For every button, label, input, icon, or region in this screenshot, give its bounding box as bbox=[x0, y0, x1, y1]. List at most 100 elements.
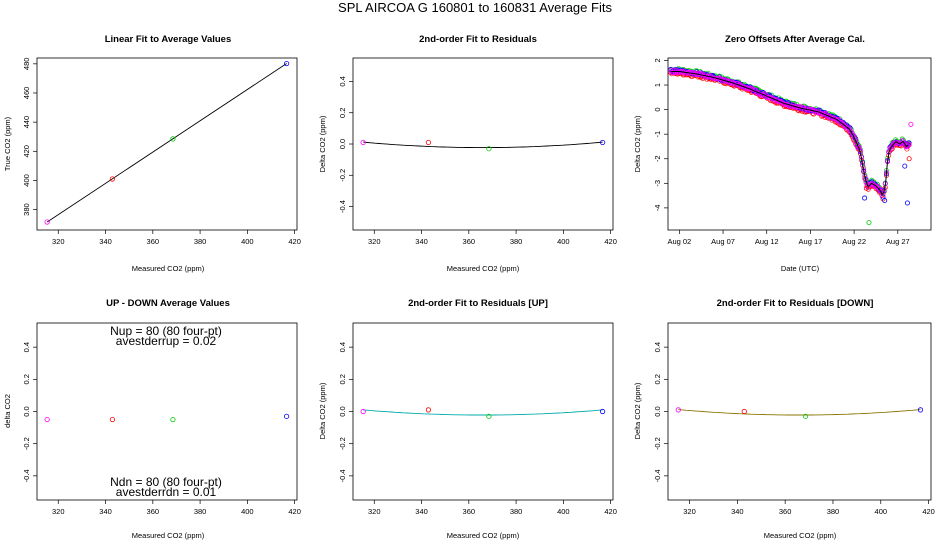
x-tick-label: 340 bbox=[415, 507, 428, 516]
data-point-magenta bbox=[746, 86, 752, 92]
panel-title: Zero Offsets After Average Cal. bbox=[725, 34, 865, 45]
data-point-green bbox=[486, 146, 492, 152]
x-tick-label: 360 bbox=[463, 237, 476, 246]
y-tick-label: 0.4 bbox=[653, 342, 662, 352]
data-point-magenta bbox=[697, 70, 703, 76]
panel-title: 2nd-order Fit to Residuals bbox=[419, 34, 537, 45]
x-tick-label: 320 bbox=[52, 507, 65, 516]
data-point-magenta bbox=[832, 116, 838, 122]
data-point-blue bbox=[283, 413, 290, 419]
y-tick-label: -0.2 bbox=[653, 437, 662, 450]
data-point-magenta bbox=[848, 129, 854, 134]
plot-marks: 320 340 360 380 400 420 -0.4 -0.2 0.0 0.2 0.4 bbox=[653, 342, 935, 516]
y-tick-label: 2 bbox=[653, 58, 662, 62]
y-tick-label: -0.4 bbox=[653, 469, 662, 482]
data-point-red bbox=[425, 407, 431, 413]
fit-curve bbox=[363, 409, 603, 416]
x-tick-label: Aug 27 bbox=[886, 237, 910, 246]
x-tick-label: 380 bbox=[510, 507, 523, 516]
fit-curve bbox=[678, 409, 921, 416]
y-axis-label: Delta CO2 (ppm) bbox=[318, 382, 327, 439]
y-axis-label: Delta CO2 (ppm) bbox=[318, 115, 327, 172]
x-tick-label: 380 bbox=[827, 507, 840, 516]
y-tick-label: 460 bbox=[22, 87, 31, 100]
y-tick-label: 0 bbox=[653, 108, 662, 112]
x-tick-label: 340 bbox=[99, 507, 112, 516]
x-tick-label: 420 bbox=[604, 507, 617, 516]
data-point-green bbox=[170, 136, 176, 142]
data-point-magenta bbox=[360, 408, 366, 415]
data-point-magenta bbox=[877, 186, 883, 192]
x-tick-label: 360 bbox=[463, 507, 476, 516]
data-point-blue bbox=[599, 139, 606, 146]
x-tick-label: Aug 02 bbox=[667, 237, 691, 246]
data-point-red bbox=[425, 139, 431, 146]
plot-marks: 320 340 360 380 400 420 -0.4 -0.2 0.0 0.2 0.4 bbox=[338, 76, 617, 246]
data-point-magenta bbox=[44, 219, 50, 225]
x-tick-label: Aug 07 bbox=[711, 237, 735, 246]
x-tick-label: 340 bbox=[99, 237, 112, 246]
plot-frame bbox=[36, 57, 298, 231]
annotation-ndn: Ndn = 80 (80 four-pt) bbox=[110, 475, 222, 489]
panel-title: 2nd-order Fit to Residuals [UP] bbox=[408, 298, 548, 309]
y-tick-label: 380 bbox=[22, 203, 31, 216]
annotation-avestderrdn: avestderrdn = 0.01 bbox=[116, 485, 217, 499]
y-axis-label: Delta CO2 (ppm) bbox=[633, 382, 642, 439]
y-tick-label: 1 bbox=[653, 83, 662, 87]
data-point-magenta bbox=[742, 84, 747, 90]
plot-frame bbox=[352, 322, 614, 501]
figure-suptitle: SPL AIRCOA G 160801 to 160831 Average Fi… bbox=[338, 0, 612, 15]
plot-marks: 320 340 360 380 400 420 380 400 420 440 460 480 bbox=[22, 58, 301, 246]
y-tick-label: -1 bbox=[653, 131, 662, 138]
data-point-magenta bbox=[889, 143, 895, 149]
series-green bbox=[668, 66, 912, 197]
outlier-point-blue bbox=[904, 200, 910, 206]
x-tick-label: 400 bbox=[241, 507, 254, 516]
x-tick-label: 320 bbox=[368, 507, 381, 516]
x-tick-label: 420 bbox=[288, 507, 301, 516]
x-tick-label: 340 bbox=[731, 507, 744, 516]
outlier-point-red bbox=[906, 156, 912, 162]
data-point-magenta bbox=[906, 141, 912, 147]
data-point-magenta bbox=[44, 416, 50, 423]
data-point-magenta bbox=[849, 132, 855, 137]
plot-frame bbox=[36, 322, 298, 501]
x-tick-label: Aug 12 bbox=[755, 237, 779, 246]
data-point-magenta bbox=[671, 67, 677, 73]
data-point-magenta bbox=[674, 70, 680, 76]
panel-zero-offsets: Zero Offsets After Average Cal. Aug 02 Au… bbox=[633, 34, 932, 273]
panel-residuals-up: 2nd-order Fit to Residuals [UP] 320 340 36… bbox=[318, 298, 617, 540]
y-tick-label: 0.4 bbox=[22, 342, 31, 352]
y-tick-label: 440 bbox=[22, 116, 31, 129]
data-point-green bbox=[802, 413, 809, 419]
data-point-blue bbox=[283, 60, 290, 67]
data-point-blue bbox=[917, 407, 924, 413]
x-tick-label: 320 bbox=[52, 237, 65, 246]
y-tick-label: 420 bbox=[22, 145, 31, 158]
y-tick-label: 0.4 bbox=[338, 342, 347, 352]
x-tick-label: Aug 22 bbox=[842, 237, 866, 246]
panel-residuals-down: 2nd-order Fit to Residuals [DOWN] 320 340… bbox=[633, 298, 935, 540]
plot-frame bbox=[667, 57, 932, 231]
y-tick-label: 0.0 bbox=[22, 406, 31, 416]
y-tick-label: -3 bbox=[653, 180, 662, 187]
fit-curve bbox=[363, 141, 603, 149]
data-point-green bbox=[170, 416, 176, 423]
x-tick-label: 400 bbox=[241, 237, 254, 246]
x-tick-label: 380 bbox=[194, 237, 207, 246]
data-point-magenta bbox=[760, 91, 766, 97]
outlier-point-red bbox=[863, 185, 869, 191]
x-tick-label: 320 bbox=[368, 237, 381, 246]
x-tick-label: 400 bbox=[875, 507, 888, 516]
y-axis-label: delta CO2 bbox=[3, 394, 12, 428]
annotation-avestderrup: avestderrup = 0.02 bbox=[116, 334, 217, 348]
plot-marks: Aug 02 Aug 07 Aug 12 Aug 17 Aug 22 Aug 27 -4 -3… bbox=[653, 58, 914, 246]
x-tick-label: 420 bbox=[604, 237, 617, 246]
plot-marks: 320 340 360 380 400 420 -0.4 -0.2 0.0 0.2 0.4 bbox=[338, 342, 617, 516]
data-point-red bbox=[109, 176, 116, 182]
x-axis-label: Measured CO2 (ppm) bbox=[447, 531, 520, 540]
x-axis-label: Date (UTC) bbox=[781, 264, 820, 273]
y-tick-label: 0.2 bbox=[653, 374, 662, 384]
plot-frame bbox=[352, 57, 614, 231]
